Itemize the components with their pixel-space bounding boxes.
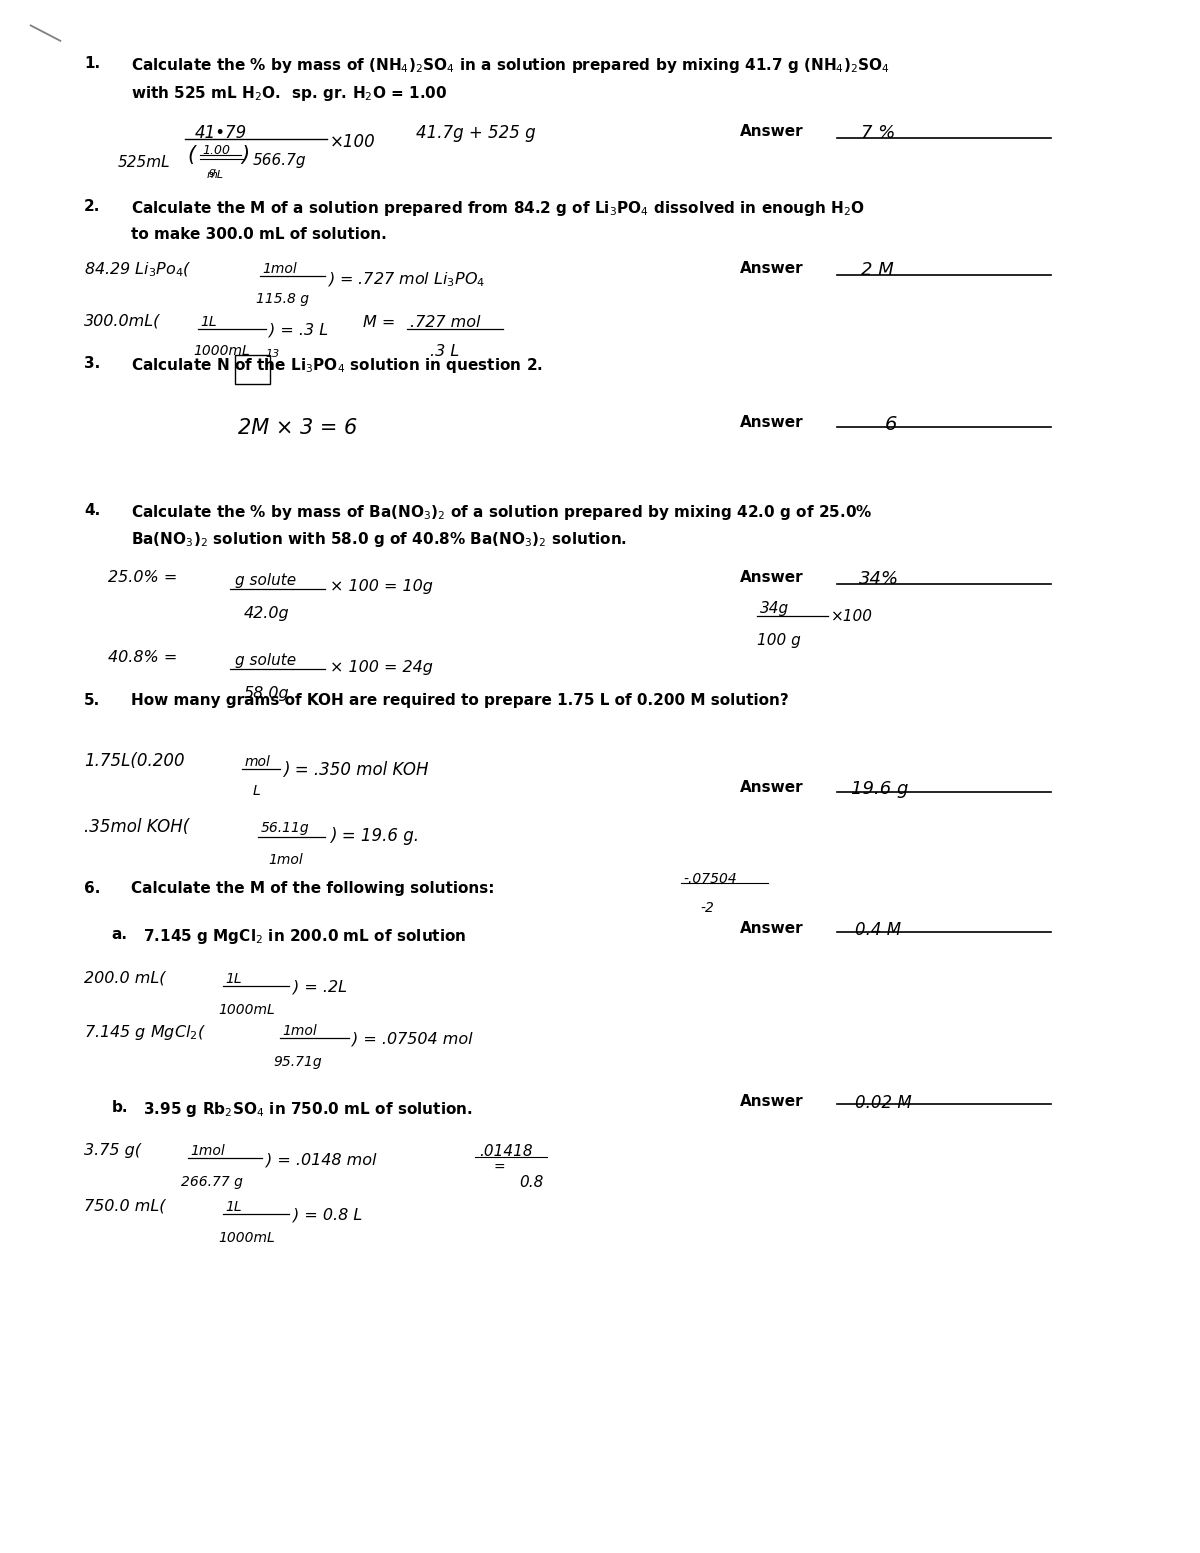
Text: -.07504: -.07504	[683, 871, 737, 885]
Text: Calculate the % by mass of Ba(NO$_3$)$_2$ of a solution prepared by mixing 42.0 : Calculate the % by mass of Ba(NO$_3$)$_2…	[132, 503, 874, 522]
Text: 41.7g + 525 g: 41.7g + 525 g	[416, 124, 535, 141]
Text: Calculate the M of a solution prepared from 84.2 g of Li$_3$PO$_4$ dissolved in : Calculate the M of a solution prepared f…	[132, 199, 865, 219]
Text: 25.0% =: 25.0% =	[108, 570, 178, 585]
Text: 750.0 mL(: 750.0 mL(	[84, 1199, 166, 1213]
Text: 3.75 g(: 3.75 g(	[84, 1143, 142, 1159]
Text: 1mol: 1mol	[282, 1025, 317, 1039]
Text: Answer: Answer	[740, 921, 804, 936]
Text: a.: a.	[112, 927, 127, 943]
Text: 1mol: 1mol	[268, 854, 302, 868]
Text: ) = .0148 mol: ) = .0148 mol	[265, 1152, 376, 1166]
Text: 2.: 2.	[84, 199, 101, 214]
Text: 5.: 5.	[84, 693, 101, 708]
Text: 3.95 g Rb$_2$SO$_4$ in 750.0 mL of solution.: 3.95 g Rb$_2$SO$_4$ in 750.0 mL of solut…	[143, 1100, 473, 1118]
Text: 525mL: 525mL	[118, 155, 170, 169]
Text: 1000mL: 1000mL	[218, 1003, 275, 1017]
Text: 13: 13	[265, 348, 280, 359]
Text: 1000mL: 1000mL	[193, 345, 250, 359]
Text: .01418: .01418	[479, 1145, 533, 1160]
Text: 7 %: 7 %	[860, 124, 895, 141]
Text: 0.4 M: 0.4 M	[856, 921, 901, 940]
Text: ×100: ×100	[330, 134, 376, 151]
Text: ) = .727 mol Li$_3$PO$_4$: ) = .727 mol Li$_3$PO$_4$	[328, 270, 486, 289]
Text: 19.6 g: 19.6 g	[852, 780, 908, 798]
Text: 56.11g: 56.11g	[260, 822, 310, 836]
Text: ) = .07504 mol: ) = .07504 mol	[352, 1033, 473, 1047]
Text: 1.: 1.	[84, 56, 100, 71]
Text: Answer: Answer	[740, 1093, 804, 1109]
Text: .35mol KOH(: .35mol KOH(	[84, 818, 190, 836]
Text: ) = .350 mol KOH: ) = .350 mol KOH	[283, 761, 428, 780]
Text: 1.00: 1.00	[203, 144, 230, 157]
Text: 1L: 1L	[226, 972, 242, 986]
Text: 7.145 g MgCl$_2$(: 7.145 g MgCl$_2$(	[84, 1023, 206, 1042]
Text: b.: b.	[112, 1100, 128, 1115]
Text: mol: mol	[244, 755, 270, 769]
Text: 2M × 3 = 6: 2M × 3 = 6	[239, 418, 358, 438]
Text: 2 M: 2 M	[860, 261, 894, 280]
Text: ) = 19.6 g.: ) = 19.6 g.	[330, 828, 419, 845]
Text: to make 300.0 mL of solution.: to make 300.0 mL of solution.	[132, 227, 388, 242]
Text: 1mol: 1mol	[191, 1145, 226, 1159]
Text: Answer: Answer	[740, 415, 804, 430]
Text: mL: mL	[206, 171, 223, 180]
Text: × 100 = 24g: × 100 = 24g	[330, 660, 432, 674]
Text: ) = 0.8 L: ) = 0.8 L	[293, 1207, 362, 1222]
Text: Answer: Answer	[740, 261, 804, 276]
Text: 6.: 6.	[84, 881, 101, 896]
Text: ) = .2L: ) = .2L	[293, 980, 347, 994]
Text: 42.0g: 42.0g	[244, 606, 289, 621]
Text: ): )	[241, 146, 250, 166]
Text: M =: M =	[362, 315, 395, 329]
Text: =: =	[493, 1162, 505, 1176]
Text: L: L	[252, 784, 260, 798]
Text: How many grams of KOH are required to prepare 1.75 L of 0.200 M solution?: How many grams of KOH are required to pr…	[132, 693, 790, 708]
Text: with 525 mL H$_2$O.  sp. gr. H$_2$O = 1.00: with 525 mL H$_2$O. sp. gr. H$_2$O = 1.0…	[132, 84, 448, 102]
Text: .3 L: .3 L	[431, 345, 460, 359]
Text: ×100: ×100	[832, 609, 874, 624]
Text: × 100 = 10g: × 100 = 10g	[330, 579, 432, 595]
Text: g: g	[209, 168, 216, 177]
Text: Calculate the % by mass of (NH$_4$)$_2$SO$_4$ in a solution prepared by mixing 4: Calculate the % by mass of (NH$_4$)$_2$S…	[132, 56, 890, 75]
Text: 34%: 34%	[858, 570, 899, 589]
Text: 1mol: 1mol	[262, 262, 296, 276]
Text: 115.8 g: 115.8 g	[256, 292, 310, 306]
Text: (: (	[187, 146, 196, 166]
Text: g solute: g solute	[235, 654, 296, 668]
Text: 0.8: 0.8	[520, 1176, 544, 1190]
Text: 100 g: 100 g	[756, 634, 800, 648]
Text: ) = .3 L: ) = .3 L	[269, 323, 329, 337]
Text: 1.75L(0.200: 1.75L(0.200	[84, 752, 185, 770]
Text: 0.02 M: 0.02 M	[856, 1093, 912, 1112]
Text: Answer: Answer	[740, 124, 804, 138]
Text: .727 mol: .727 mol	[410, 315, 481, 329]
Text: 300.0mL(: 300.0mL(	[84, 314, 161, 328]
Text: 6: 6	[884, 415, 898, 433]
Text: 40.8% =: 40.8% =	[108, 651, 178, 665]
Text: Answer: Answer	[740, 570, 804, 585]
Text: Calculate N of the Li$_3$PO$_4$ solution in question 2.: Calculate N of the Li$_3$PO$_4$ solution…	[132, 356, 544, 376]
Text: 566.7g: 566.7g	[252, 154, 306, 168]
Text: 1000mL: 1000mL	[218, 1230, 275, 1244]
Text: 84.29 Li$_3$Po$_4$(: 84.29 Li$_3$Po$_4$(	[84, 261, 192, 280]
Text: g solute: g solute	[235, 573, 296, 589]
Text: 3.: 3.	[84, 356, 101, 371]
Text: 58.0g: 58.0g	[244, 686, 289, 700]
Text: 34g: 34g	[760, 601, 790, 617]
Text: 7.145 g MgCl$_2$ in 200.0 mL of solution: 7.145 g MgCl$_2$ in 200.0 mL of solution	[143, 927, 467, 946]
Text: Answer: Answer	[740, 780, 804, 795]
Text: Ba(NO$_3$)$_2$ solution with 58.0 g of 40.8% Ba(NO$_3$)$_2$ solution.: Ba(NO$_3$)$_2$ solution with 58.0 g of 4…	[132, 530, 628, 550]
Text: 41•79: 41•79	[194, 124, 247, 141]
Text: 200.0 mL(: 200.0 mL(	[84, 971, 166, 986]
Text: 95.71g: 95.71g	[274, 1054, 323, 1068]
Text: -2: -2	[701, 901, 715, 915]
Text: 1L: 1L	[226, 1200, 242, 1214]
Text: 266.77 g: 266.77 g	[181, 1176, 244, 1190]
Text: 1L: 1L	[200, 315, 217, 329]
Text: 4.: 4.	[84, 503, 101, 517]
Text: Calculate the M of the following solutions:: Calculate the M of the following solutio…	[132, 881, 494, 896]
